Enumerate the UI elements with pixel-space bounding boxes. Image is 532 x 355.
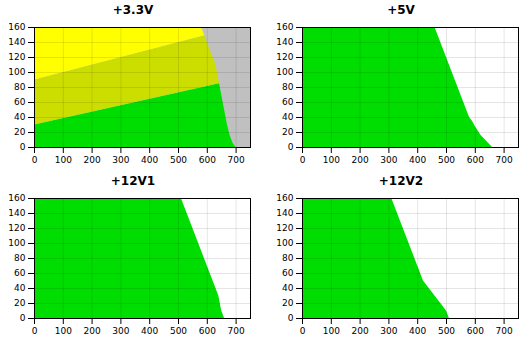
svg-text:0: 0 [32,155,38,165]
svg-text:100: 100 [55,155,72,165]
svg-text:700: 700 [496,326,513,336]
svg-text:160: 160 [276,22,293,32]
svg-text:120: 120 [8,223,25,233]
svg-text:200: 200 [84,326,101,336]
svg-text:60: 60 [14,97,26,107]
svg-text:400: 400 [141,326,158,336]
svg-text:80: 80 [282,82,294,92]
svg-text:100: 100 [323,326,340,336]
svg-text:80: 80 [14,253,26,263]
svg-text:140: 140 [8,37,25,47]
svg-text:20: 20 [14,127,26,137]
svg-text:120: 120 [276,223,293,233]
svg-text:500: 500 [170,326,187,336]
svg-text:40: 40 [282,283,294,293]
svg-text:400: 400 [409,155,426,165]
svg-text:100: 100 [276,238,293,248]
svg-text:100: 100 [8,67,25,77]
svg-text:300: 300 [112,326,129,336]
svg-text:300: 300 [380,155,397,165]
svg-text:140: 140 [8,208,25,218]
svg-text:160: 160 [8,193,25,203]
svg-text:500: 500 [438,326,455,336]
svg-text:20: 20 [14,298,26,308]
svg-text:20: 20 [282,298,294,308]
svg-text:40: 40 [282,112,294,122]
svg-text:600: 600 [199,155,216,165]
svg-text:140: 140 [276,37,293,47]
svg-text:100: 100 [276,67,293,77]
svg-text:60: 60 [282,268,294,278]
svg-text:200: 200 [352,326,369,336]
svg-text:300: 300 [380,326,397,336]
svg-text:600: 600 [467,155,484,165]
svg-text:100: 100 [323,155,340,165]
svg-text:0: 0 [20,142,26,152]
svg-text:300: 300 [112,155,129,165]
html-text:+12V1: +12V1 [110,174,156,188]
svg-text:600: 600 [199,326,216,336]
svg-text:0: 0 [20,313,26,323]
svg-text:400: 400 [141,155,158,165]
svg-text:0: 0 [288,142,294,152]
svg-text:500: 500 [170,155,187,165]
svg-text:40: 40 [14,283,26,293]
svg-text:200: 200 [84,155,101,165]
svg-text:120: 120 [276,52,293,62]
svg-text:80: 80 [282,253,294,263]
svg-text:20: 20 [282,127,294,137]
svg-text:60: 60 [282,97,294,107]
html-text:+3.3V: +3.3V [112,3,154,17]
svg-text:600: 600 [467,326,484,336]
svg-text:0: 0 [300,155,306,165]
svg-text:60: 60 [14,268,26,278]
svg-text:140: 140 [276,208,293,218]
svg-text:0: 0 [32,326,38,336]
svg-text:700: 700 [228,326,245,336]
svg-text:160: 160 [8,22,25,32]
svg-text:100: 100 [55,326,72,336]
svg-text:40: 40 [14,112,26,122]
svg-text:700: 700 [496,155,513,165]
svg-text:700: 700 [228,155,245,165]
svg-text:500: 500 [438,155,455,165]
svg-text:400: 400 [409,326,426,336]
svg-text:80: 80 [14,82,26,92]
svg-text:100: 100 [8,238,25,248]
html-text:+12V2: +12V2 [378,174,424,188]
svg-text:120: 120 [8,52,25,62]
svg-text:0: 0 [300,326,306,336]
html-text:+5V: +5V [387,3,415,17]
svg-text:200: 200 [352,155,369,165]
svg-text:0: 0 [288,313,294,323]
svg-text:160: 160 [276,193,293,203]
